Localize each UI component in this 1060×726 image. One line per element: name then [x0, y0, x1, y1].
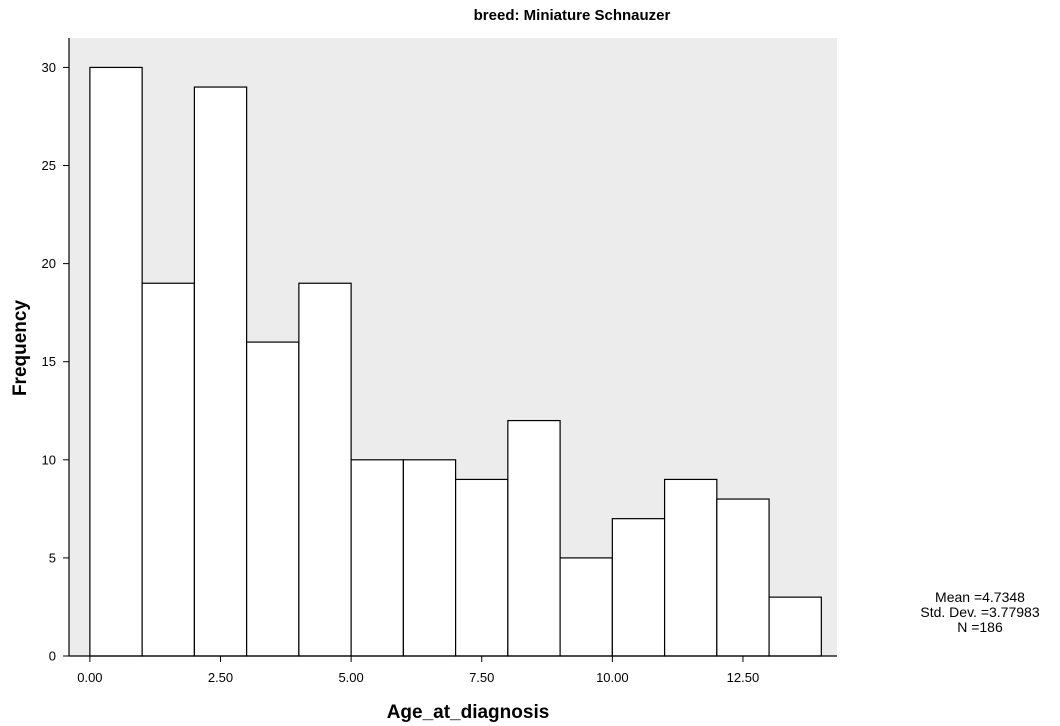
histogram-bar [350, 459, 404, 657]
y-tick-label: 30 [42, 60, 56, 75]
y-tick-label: 20 [42, 256, 56, 271]
chart-title: breed: Miniature Schnauzer [474, 7, 671, 24]
x-tick-label: 2.50 [208, 670, 233, 685]
histogram-bar [193, 86, 248, 657]
y-axis-label: Frequency [10, 300, 31, 397]
histogram-bar [716, 498, 770, 657]
y-tick-label: 5 [49, 550, 56, 565]
x-tick-label: 7.50 [469, 670, 494, 685]
y-tick-label: 10 [42, 452, 56, 467]
histogram-bar [89, 66, 143, 657]
x-axis-label: Age_at_diagnosis [387, 702, 550, 723]
x-ticks-group: 0.00 2.50 5.00 7.50 10.00 12.50 [77, 656, 759, 685]
histogram-bar [768, 596, 822, 657]
y-tick-label: 25 [42, 158, 56, 173]
x-tick-label: 12.50 [727, 670, 760, 685]
n-stat: N =186 [957, 619, 1003, 635]
x-tick-label: 10.00 [596, 670, 629, 685]
summary-statistics: Mean =4.7348 Std. Dev. =3.77983 N =186 [910, 590, 1050, 635]
x-tick-label: 5.00 [338, 670, 363, 685]
histogram-bar [402, 459, 457, 657]
histogram-bar [663, 478, 718, 657]
histogram-bar [559, 557, 613, 657]
y-ticks-group: 0 5 10 15 20 25 30 [42, 60, 69, 664]
histogram-bar [507, 419, 561, 657]
histogram-bar [141, 282, 195, 657]
histogram-bar [611, 518, 666, 657]
histogram-bar [246, 341, 300, 657]
histogram-bar [455, 478, 509, 657]
y-tick-label: 0 [49, 649, 56, 664]
x-tick-label: 0.00 [77, 670, 102, 685]
bars-group [89, 66, 822, 657]
histogram-bar [298, 282, 352, 657]
y-tick-label: 15 [42, 354, 56, 369]
std-dev-stat: Std. Dev. =3.77983 [920, 604, 1040, 620]
mean-stat: Mean =4.7348 [935, 589, 1025, 605]
